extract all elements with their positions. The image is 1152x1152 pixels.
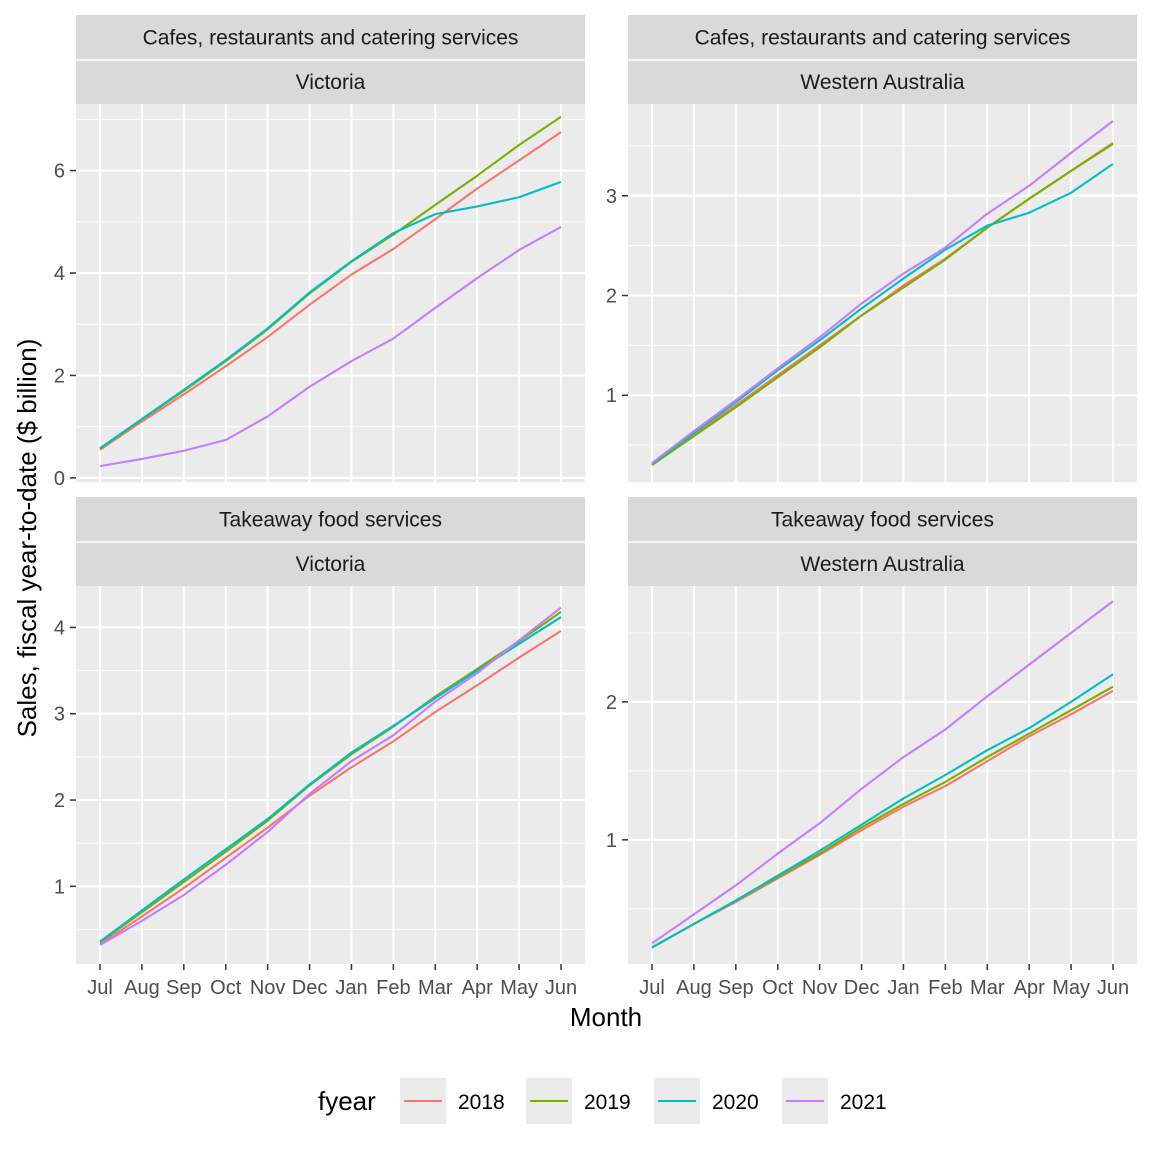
legend: fyear 2018 2019 2020 2021 [318,1078,887,1124]
x-tick-label: Jan [335,977,367,999]
facet-strip-state [628,542,1137,586]
facet-label-industry: Cafes, restaurants and catering services [143,27,519,50]
y-tick-label: 0 [54,468,65,490]
series-line-2021 [651,600,1114,945]
legend-item-2018: 2018 [400,1078,505,1124]
y-tick-label: 2 [606,285,617,307]
series-line-2021 [99,606,562,946]
facet-panels: Cafes, restaurants and catering services… [54,15,1137,964]
x-axis-tick-labels: Jul Aug Sep Oct Nov Dec Jan Feb Mar Apr May Jun Jul A… [87,964,1129,999]
facet-strip-industry [76,497,585,542]
panel-background [76,586,585,964]
legend-item-2021: 2021 [782,1078,887,1124]
facet-label-industry: Takeaway food services [771,509,994,532]
legend-item-2019: 2019 [526,1078,631,1124]
x-tick-label: Mar [418,977,453,999]
x-axis-title: Month [570,1002,642,1032]
facet-label-state: Victoria [296,71,366,94]
x-tick-label: Mar [970,977,1005,999]
x-tick-label: Dec [844,977,880,999]
series-line-2020 [651,162,1114,465]
facet-label-state: Western Australia [800,71,965,94]
x-tick-label: Aug [676,977,712,999]
x-tick-label: Feb [928,977,962,999]
x-tick-label: Apr [462,977,493,999]
facet-strip-industry [76,15,585,60]
facet-label-state: Victoria [296,553,366,576]
x-tick-label: Jun [545,977,577,999]
y-tick-label: 6 [54,161,65,183]
x-tick-label: Sep [718,977,754,999]
y-tick-label: 2 [54,365,65,387]
y-tick-label: 2 [54,790,65,812]
series-line-2020 [99,180,562,450]
legend-label: 2020 [712,1091,759,1114]
facet-strip-state [628,60,1137,104]
legend-title: fyear [318,1086,376,1116]
y-tick-label: 1 [606,385,617,407]
y-tick-label: 4 [54,263,65,285]
facet-label-state: Western Australia [800,553,965,576]
facet-strip-state [76,542,585,586]
facet-strip-state [76,60,585,104]
y-tick-label: 3 [54,704,65,726]
x-tick-label: May [500,977,538,999]
y-tick-label: 1 [606,830,617,852]
series-line-2020 [99,616,562,943]
series-line-2021 [651,120,1114,464]
facet-panel: Cafes, restaurants and catering services… [54,15,585,490]
x-tick-label: May [1052,977,1090,999]
facet-strip-industry [628,497,1137,542]
x-tick-label: Nov [250,977,286,999]
legend-label: 2021 [840,1091,887,1114]
facet-panel: Takeaway food services Western Australia 1… [606,497,1137,964]
x-tick-label: Sep [166,977,202,999]
legend-item-2020: 2020 [654,1078,759,1124]
facet-panel: Cafes, restaurants and catering services… [606,15,1137,482]
x-tick-label: Aug [124,977,160,999]
series-line-2021 [99,226,562,468]
y-tick-label: 4 [54,617,65,639]
x-tick-label: Jan [887,977,919,999]
legend-label: 2019 [584,1091,631,1114]
y-tick-label: 3 [606,186,617,208]
series-line-2018 [99,131,562,451]
x-tick-label: Jun [1097,977,1129,999]
facet-strip-industry [628,15,1137,60]
x-tick-label: Nov [802,977,838,999]
facet-panel: Takeaway food services Victoria 1 2 3 4 [54,497,585,964]
x-tick-label: Apr [1014,977,1045,999]
x-tick-label: Jul [87,977,113,999]
y-tick-label: 2 [606,692,617,714]
series-line-2018 [99,629,562,946]
y-axis-title: Sales, fiscal year-to-date ($ billion) [12,339,42,738]
panel-background [76,104,585,482]
facet-label-industry: Cafes, restaurants and catering services [695,27,1071,50]
facet-label-industry: Takeaway food services [219,509,442,532]
legend-label: 2018 [458,1091,505,1114]
y-tick-label: 1 [54,876,65,898]
x-tick-label: Feb [376,977,410,999]
series-line-2020 [651,673,1114,949]
x-tick-label: Oct [762,977,794,999]
x-tick-label: Oct [210,977,242,999]
x-tick-label: Jul [639,977,665,999]
series-line-2019 [651,143,1114,466]
x-tick-label: Dec [292,977,328,999]
